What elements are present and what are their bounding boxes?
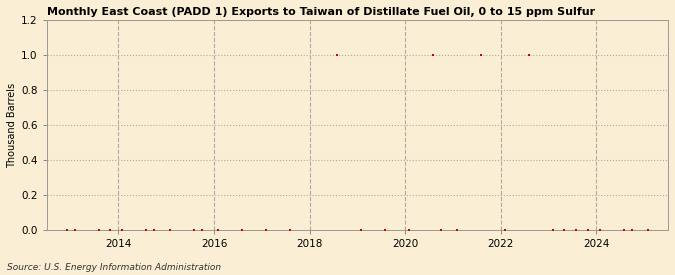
- Point: [141, 228, 152, 232]
- Point: [332, 53, 343, 57]
- Point: [595, 228, 605, 232]
- Y-axis label: Thousand Barrels: Thousand Barrels: [7, 82, 17, 168]
- Text: Source: U.S. Energy Information Administration: Source: U.S. Energy Information Administ…: [7, 263, 221, 272]
- Point: [643, 228, 653, 232]
- Point: [500, 228, 510, 232]
- Point: [284, 228, 295, 232]
- Point: [571, 228, 582, 232]
- Point: [559, 228, 570, 232]
- Point: [404, 228, 414, 232]
- Point: [356, 228, 367, 232]
- Point: [619, 228, 630, 232]
- Point: [213, 228, 223, 232]
- Point: [380, 228, 391, 232]
- Point: [428, 53, 439, 57]
- Point: [547, 228, 558, 232]
- Point: [149, 228, 160, 232]
- Point: [236, 228, 247, 232]
- Point: [475, 53, 486, 57]
- Point: [105, 228, 116, 232]
- Point: [261, 228, 271, 232]
- Point: [583, 228, 594, 232]
- Point: [165, 228, 176, 232]
- Point: [452, 228, 462, 232]
- Point: [523, 53, 534, 57]
- Point: [117, 228, 128, 232]
- Point: [61, 228, 72, 232]
- Point: [435, 228, 446, 232]
- Point: [93, 228, 104, 232]
- Point: [189, 228, 200, 232]
- Point: [627, 228, 638, 232]
- Point: [196, 228, 207, 232]
- Point: [70, 228, 80, 232]
- Text: Monthly East Coast (PADD 1) Exports to Taiwan of Distillate Fuel Oil, 0 to 15 pp: Monthly East Coast (PADD 1) Exports to T…: [47, 7, 595, 17]
